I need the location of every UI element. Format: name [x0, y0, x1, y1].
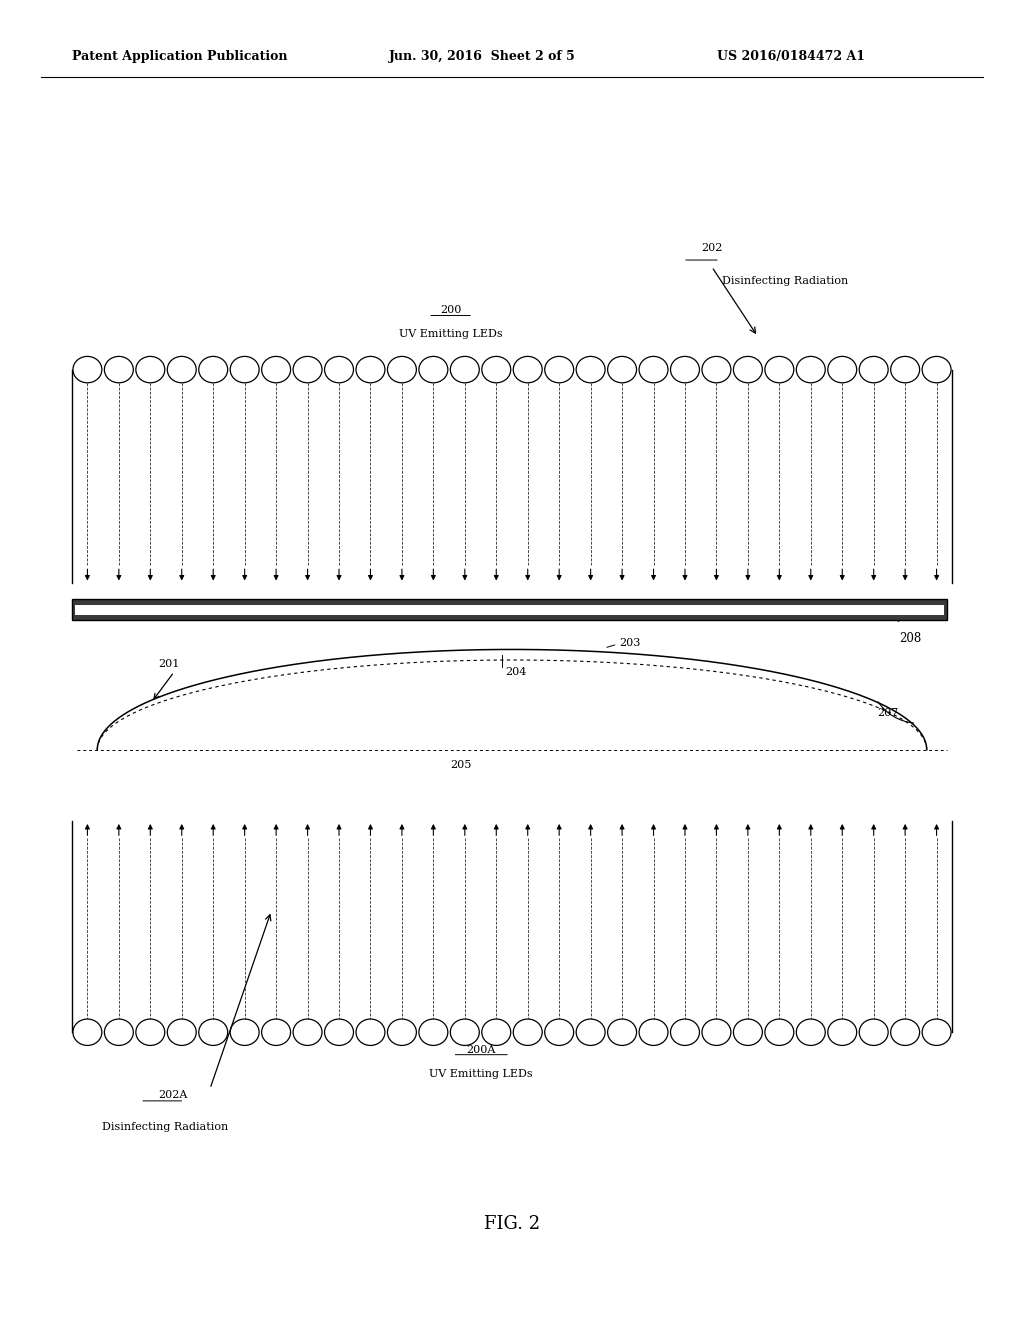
- Ellipse shape: [387, 356, 417, 383]
- Text: Disinfecting Radiation: Disinfecting Radiation: [722, 276, 848, 286]
- Ellipse shape: [451, 356, 479, 383]
- Ellipse shape: [167, 1019, 197, 1045]
- Ellipse shape: [513, 1019, 542, 1045]
- Ellipse shape: [797, 1019, 825, 1045]
- Text: 201: 201: [158, 659, 179, 669]
- Ellipse shape: [702, 356, 731, 383]
- Bar: [75, 605, 944, 615]
- Ellipse shape: [104, 1019, 133, 1045]
- Text: Patent Application Publication: Patent Application Publication: [72, 50, 287, 63]
- Ellipse shape: [923, 1019, 951, 1045]
- Text: 202: 202: [701, 243, 723, 253]
- Text: 204: 204: [505, 667, 526, 677]
- Text: 200: 200: [440, 305, 461, 315]
- Ellipse shape: [545, 1019, 573, 1045]
- Text: FIG. 2: FIG. 2: [484, 1214, 540, 1233]
- Ellipse shape: [639, 356, 668, 383]
- Text: 205: 205: [451, 760, 471, 771]
- Ellipse shape: [136, 356, 165, 383]
- Ellipse shape: [262, 1019, 291, 1045]
- Ellipse shape: [293, 1019, 322, 1045]
- Text: 203: 203: [620, 638, 641, 648]
- Ellipse shape: [451, 1019, 479, 1045]
- Ellipse shape: [545, 356, 573, 383]
- Ellipse shape: [262, 356, 291, 383]
- Ellipse shape: [859, 1019, 888, 1045]
- Text: UV Emitting LEDs: UV Emitting LEDs: [429, 1069, 534, 1080]
- Ellipse shape: [702, 1019, 731, 1045]
- Ellipse shape: [891, 356, 920, 383]
- Ellipse shape: [199, 356, 227, 383]
- Ellipse shape: [73, 1019, 101, 1045]
- Ellipse shape: [765, 1019, 794, 1045]
- Ellipse shape: [797, 356, 825, 383]
- Ellipse shape: [230, 1019, 259, 1045]
- Ellipse shape: [577, 1019, 605, 1045]
- Ellipse shape: [293, 356, 322, 383]
- Ellipse shape: [607, 1019, 637, 1045]
- Ellipse shape: [577, 356, 605, 383]
- Text: Jun. 30, 2016  Sheet 2 of 5: Jun. 30, 2016 Sheet 2 of 5: [389, 50, 575, 63]
- Text: US 2016/0184472 A1: US 2016/0184472 A1: [717, 50, 865, 63]
- Ellipse shape: [671, 1019, 699, 1045]
- Ellipse shape: [419, 356, 447, 383]
- Ellipse shape: [923, 356, 951, 383]
- Ellipse shape: [733, 356, 762, 383]
- Ellipse shape: [607, 356, 637, 383]
- Ellipse shape: [325, 1019, 353, 1045]
- Ellipse shape: [827, 1019, 857, 1045]
- Ellipse shape: [482, 1019, 511, 1045]
- Text: 202A: 202A: [159, 1089, 188, 1100]
- Ellipse shape: [104, 356, 133, 383]
- Ellipse shape: [827, 356, 857, 383]
- Text: UV Emitting LEDs: UV Emitting LEDs: [398, 329, 503, 339]
- Ellipse shape: [419, 1019, 447, 1045]
- Ellipse shape: [356, 1019, 385, 1045]
- Ellipse shape: [387, 1019, 417, 1045]
- Ellipse shape: [765, 356, 794, 383]
- Ellipse shape: [230, 356, 259, 383]
- Ellipse shape: [73, 356, 101, 383]
- Bar: [72, 599, 947, 620]
- Text: 207: 207: [878, 708, 899, 718]
- Text: 208: 208: [899, 632, 922, 645]
- Ellipse shape: [167, 356, 197, 383]
- Ellipse shape: [136, 1019, 165, 1045]
- Ellipse shape: [671, 356, 699, 383]
- Ellipse shape: [859, 356, 888, 383]
- Text: Disinfecting Radiation: Disinfecting Radiation: [102, 1122, 228, 1133]
- Ellipse shape: [482, 356, 511, 383]
- Ellipse shape: [733, 1019, 762, 1045]
- Ellipse shape: [325, 356, 353, 383]
- Ellipse shape: [199, 1019, 227, 1045]
- Ellipse shape: [513, 356, 542, 383]
- Ellipse shape: [891, 1019, 920, 1045]
- Text: 200A: 200A: [467, 1044, 496, 1055]
- Ellipse shape: [356, 356, 385, 383]
- Ellipse shape: [639, 1019, 668, 1045]
